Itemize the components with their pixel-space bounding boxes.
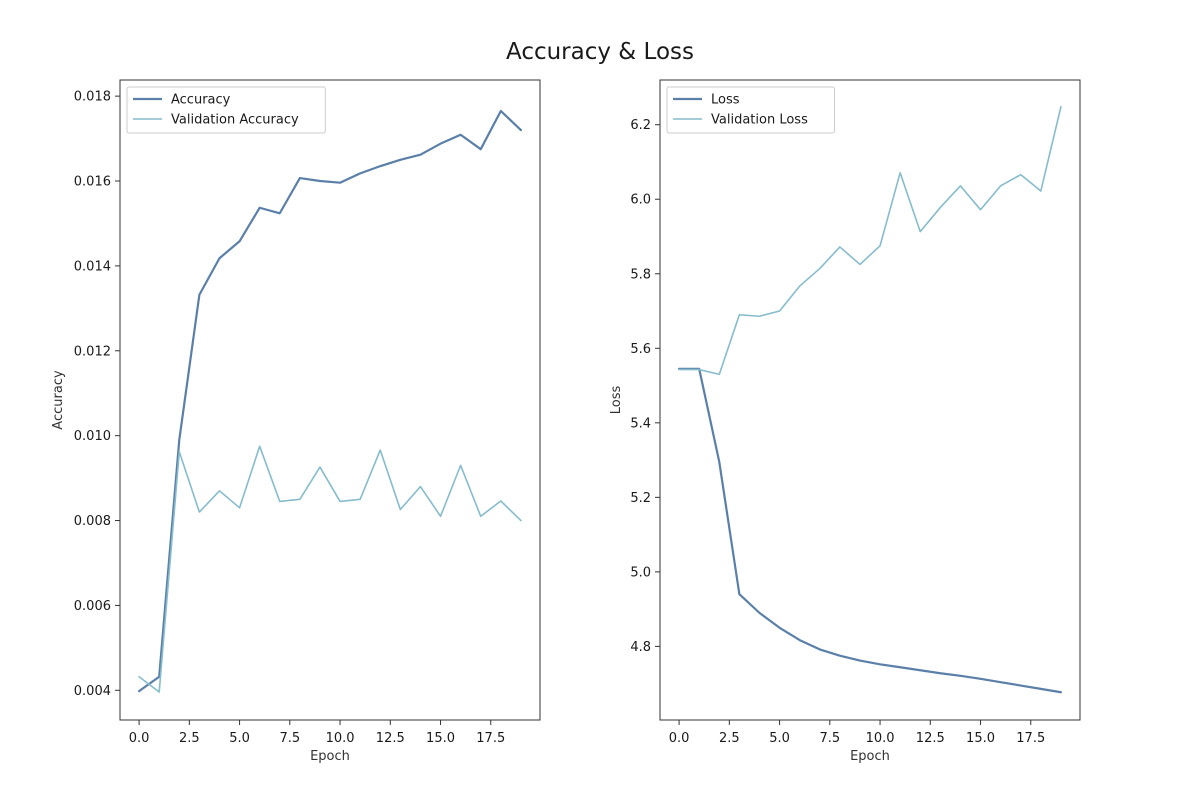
loss-y-tick-label: 5.0 [630,565,651,580]
loss-y-tick-label: 6.0 [630,193,651,208]
accuracy-x-tick-label: 12.5 [376,731,405,746]
accuracy-chart: 0.0 2.5 5.0 7.5 10.0 12.5 15.0 17.5 0.004 0.006 0.… [51,79,541,764]
loss-y-tick-label: 5.8 [630,267,651,282]
loss-x-tick-label: 0.0 [669,731,690,746]
accuracy-legend-box [126,86,326,134]
loss-axes-frame [659,79,1081,721]
accuracy-y-tick-label: 0.014 [74,259,111,274]
accuracy-legend: Accuracy Validation Accuracy [126,86,326,134]
accuracy-y-tick-label: 0.006 [74,599,111,614]
accuracy-y-tick-label: 0.008 [74,514,111,529]
accuracy-x-tick-label: 17.5 [476,731,505,746]
accuracy-axes-frame [119,79,541,721]
loss-y-tick-label: 6.2 [630,118,651,133]
accuracy-legend-label: Accuracy [171,93,231,108]
accuracy-y-tick-label: 0.016 [74,175,111,190]
accuracy-legend-label: Validation Accuracy [171,113,299,128]
loss-x-tick-label: 5.0 [769,731,790,746]
accuracy-x-tick-label: 2.5 [179,731,200,746]
loss-x-tick-label: 17.5 [1016,731,1045,746]
accuracy-x-tick-label: 10.0 [326,731,355,746]
accuracy-x-tick-label: 5.0 [229,731,250,746]
accuracy-series-line-1 [137,109,523,693]
accuracy-x-tick-label: 15.0 [426,731,455,746]
loss-legend-box [666,86,835,134]
loss-x-tick-label: 7.5 [819,731,840,746]
accuracy-x-tick-label: 0.0 [129,731,150,746]
accuracy-y-tick-label: 0.004 [74,684,111,699]
accuracy-series-line-2 [138,445,522,693]
accuracy-y-tick-label: 0.018 [74,90,111,105]
accuracy-y-tick-label: 0.010 [74,429,111,444]
loss-series-line-1 [677,367,1063,694]
accuracy-x-tick-label: 7.5 [279,731,300,746]
accuracy-x-axis-label: Epoch [310,749,350,764]
accuracy-y-tick-label: 0.012 [74,344,111,359]
loss-x-tick-label: 10.0 [866,731,895,746]
loss-legend-label: Validation Loss [711,113,808,128]
accuracy-y-axis-label: Accuracy [51,370,66,430]
loss-series-line-2 [678,106,1062,376]
loss-y-tick-label: 4.8 [630,640,651,655]
loss-y-tick-label: 5.4 [630,416,651,431]
loss-x-tick-label: 2.5 [719,731,740,746]
plots-container: 0.0 2.5 5.0 7.5 10.0 12.5 15.0 17.5 0.004 0.006 0.… [51,79,1081,764]
loss-legend: Loss Validation Loss [666,86,835,134]
loss-x-tick-label: 12.5 [916,731,945,746]
loss-x-tick-label: 15.0 [966,731,995,746]
loss-y-tick-label: 5.2 [630,491,651,506]
loss-x-axis-label: Epoch [850,749,890,764]
loss-y-axis-label: Loss [609,386,624,415]
loss-legend-label: Loss [711,93,740,108]
loss-chart: 0.0 2.5 5.0 7.5 10.0 12.5 15.0 17.5 4.8 5.0 5.2 5.4… [609,79,1081,764]
figure-title: Accuracy & Loss [506,39,694,65]
loss-y-tick-label: 5.6 [630,342,651,357]
